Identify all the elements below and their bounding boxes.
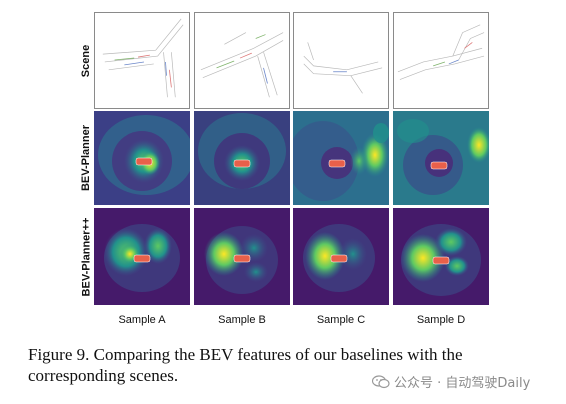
scene-map-sample-a — [94, 12, 190, 109]
bev-planner-heatmap-sample-a — [94, 111, 190, 205]
sample-label-c: Sample C — [316, 314, 366, 326]
scene-map-sample-b — [194, 12, 290, 109]
sample-label-b: Sample B — [218, 314, 266, 326]
sample-label-a: Sample A — [118, 314, 166, 326]
row-label-bev-planner-plus: BEV-Planner++ — [80, 217, 92, 296]
figure-caption: Figure 9. Comparing the BEV features of … — [28, 344, 548, 386]
bev-planner-plus-heatmap-sample-d — [393, 208, 489, 305]
bev-planner-heatmap-sample-c — [293, 111, 389, 205]
scene-map-sample-d — [393, 12, 489, 109]
row-label-bev-planner: BEV-Planner — [80, 124, 92, 192]
bev-planner-plus-heatmap-sample-a — [94, 208, 190, 305]
bev-planner-heatmap-sample-d — [393, 111, 489, 205]
caption-line-1: Figure 9. Comparing the BEV features of … — [28, 345, 463, 364]
cropped-heading-fragment — [110, 0, 290, 4]
watermark: 公众号 · 自动驾驶Daily — [371, 372, 531, 391]
sample-label-d: Sample D — [416, 314, 466, 326]
caption-line-2: corresponding scenes. — [28, 366, 179, 385]
bev-planner-plus-heatmap-sample-c — [293, 208, 389, 305]
wechat-icon — [371, 374, 390, 389]
row-label-scene: Scene — [80, 44, 93, 77]
bev-planner-plus-heatmap-sample-b — [194, 208, 290, 305]
scene-map-sample-c — [293, 12, 389, 109]
bev-planner-heatmap-sample-b — [194, 111, 290, 205]
watermark-text: 公众号 · 自动驾驶Daily — [394, 376, 531, 391]
